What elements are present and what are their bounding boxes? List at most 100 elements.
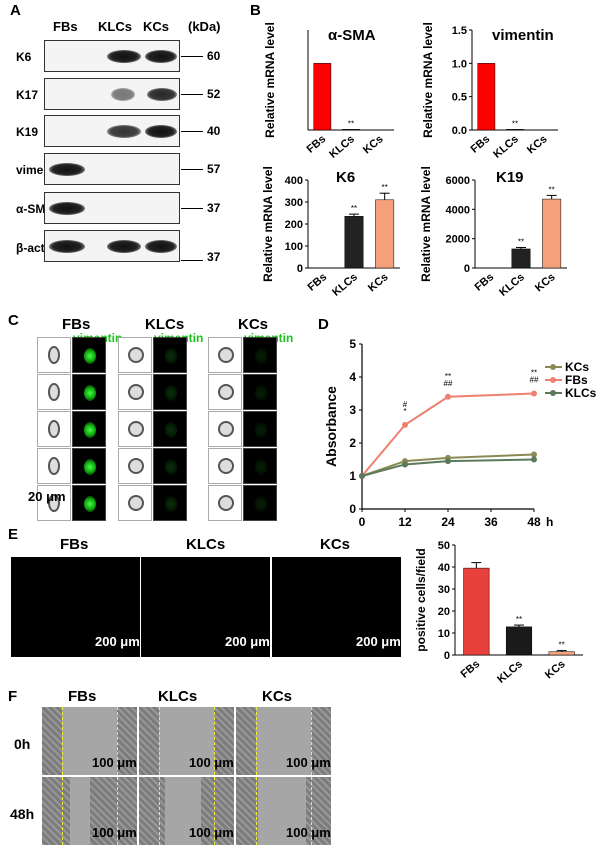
vimentin-fluorescence-image bbox=[153, 374, 187, 410]
brightfield-cell-image bbox=[118, 485, 152, 521]
data-point bbox=[445, 458, 451, 465]
blot-kda-header: (kDa) bbox=[188, 19, 221, 34]
blot-kda-value: 57 bbox=[207, 162, 221, 176]
significance-marker: ## bbox=[444, 379, 453, 388]
chart-title: α-SMA bbox=[328, 27, 376, 44]
panel-f-time-0h: 0h bbox=[14, 736, 31, 752]
vimentin-fluorescence-image bbox=[153, 411, 187, 447]
bar bbox=[548, 651, 575, 656]
vimentin-fluorescence-image bbox=[153, 448, 187, 484]
y-axis-label: Relative mRNA level bbox=[263, 22, 277, 138]
blot-strip-bactin bbox=[44, 230, 180, 262]
blot-row-label: K19 bbox=[16, 125, 39, 139]
vimentin-fluorescence-image bbox=[72, 411, 106, 447]
panel-label-f: F bbox=[8, 688, 18, 705]
panel-e-group-klcs: KLCs bbox=[186, 536, 226, 553]
brightfield-cell-image bbox=[118, 374, 152, 410]
vimentin-fluorescence-image bbox=[243, 337, 277, 373]
bar bbox=[463, 567, 490, 656]
panel-e-group-kcs: KCs bbox=[320, 536, 351, 553]
y-tick-label: 1 bbox=[349, 469, 356, 483]
blot-strip-k17 bbox=[44, 78, 180, 110]
y-axis-label: Relative mRNA level bbox=[419, 166, 433, 282]
y-tick-label: 20 bbox=[438, 606, 450, 618]
x-tick-label: FBs bbox=[473, 271, 497, 294]
chart-title: vimentin bbox=[492, 27, 554, 44]
x-tick-label: 48 bbox=[527, 515, 541, 529]
vimentin-fluorescence-image bbox=[153, 337, 187, 373]
panel-f-scale: 100 μm bbox=[189, 755, 234, 770]
panel-label-a: A bbox=[10, 2, 21, 19]
panel-label-b: B bbox=[250, 2, 261, 19]
significance-marker: # bbox=[403, 400, 408, 409]
legend-marker bbox=[550, 364, 556, 370]
x-tick-label: KLCs bbox=[491, 133, 521, 161]
y-tick-label: 3 bbox=[349, 403, 356, 417]
x-tick-label: FBs bbox=[305, 133, 329, 156]
wound-image: 100 μm bbox=[236, 777, 331, 845]
y-tick-label: 6000 bbox=[446, 175, 470, 187]
blot-marker-tick bbox=[181, 260, 203, 261]
vimentin-fluorescence-image bbox=[243, 411, 277, 447]
blot-marker-tick bbox=[181, 169, 203, 170]
bar bbox=[313, 63, 332, 131]
wound-image: 100 μm bbox=[139, 707, 234, 775]
blot-band bbox=[107, 240, 141, 253]
y-axis-label: positive cells/field bbox=[414, 548, 428, 651]
legend-label: KLCs bbox=[565, 386, 597, 400]
blot-kda-value: 40 bbox=[207, 124, 221, 138]
panel-c-scale: 20 μm bbox=[28, 489, 66, 504]
x-tick-label: FBs bbox=[469, 133, 493, 156]
legend-label: FBs bbox=[565, 373, 588, 387]
panel-f-scale: 100 μm bbox=[286, 825, 331, 840]
data-point bbox=[402, 461, 408, 468]
blot-column-kcs: KCs bbox=[143, 19, 170, 34]
x-tick-label: KCs bbox=[366, 271, 391, 294]
significance-marker: ** bbox=[351, 204, 357, 213]
chart-title: K19 bbox=[496, 169, 524, 186]
bar bbox=[342, 129, 360, 131]
y-tick-label: 0 bbox=[444, 650, 450, 662]
panel-e-scale: 200 μm bbox=[356, 634, 401, 649]
brightfield-cell-image bbox=[118, 337, 152, 373]
panel-f-scale: 100 μm bbox=[92, 825, 137, 840]
significance-marker: ** bbox=[531, 369, 537, 378]
x-tick-label: KCs bbox=[543, 658, 568, 681]
fluorescence-field-klcs: 200 μm bbox=[141, 557, 270, 657]
data-point bbox=[531, 390, 537, 397]
bar bbox=[477, 63, 496, 131]
blot-band bbox=[147, 88, 177, 101]
blot-row-label: K17 bbox=[16, 88, 39, 102]
brightfield-cell-image bbox=[37, 374, 71, 410]
wound-image: 100 μm bbox=[42, 777, 137, 845]
x-tick-label: KLCs bbox=[330, 271, 360, 299]
panel-f-time-48h: 48h bbox=[10, 806, 35, 822]
vimentin-fluorescence-image bbox=[153, 485, 187, 521]
legend-label: KCs bbox=[565, 360, 589, 374]
blot-band bbox=[145, 50, 177, 63]
panel-e-scale: 200 μm bbox=[225, 634, 270, 649]
significance-marker: ## bbox=[530, 376, 539, 385]
y-axis-label: Absorbance bbox=[323, 386, 339, 467]
y-tick-label: 2 bbox=[349, 436, 356, 450]
significance-marker: ** bbox=[382, 183, 388, 192]
blot-band bbox=[107, 125, 141, 138]
y-tick-label: 1.0 bbox=[452, 58, 467, 70]
blot-marker-tick bbox=[181, 131, 203, 132]
blot-row-label: K6 bbox=[16, 50, 32, 64]
data-point bbox=[402, 421, 408, 428]
blot-marker-tick bbox=[181, 56, 203, 57]
blot-kda-value: 37 bbox=[207, 201, 221, 215]
x-tick-label: KLCs bbox=[495, 658, 525, 686]
series-line bbox=[361, 453, 535, 477]
wound-image: 100 μm bbox=[42, 707, 137, 775]
brightfield-cell-image bbox=[208, 337, 242, 373]
x-axis-unit: h bbox=[546, 515, 553, 529]
series-line bbox=[361, 458, 535, 477]
significance-marker: ** bbox=[445, 372, 451, 381]
significance-marker: ** bbox=[549, 185, 555, 194]
brightfield-cell-image bbox=[37, 337, 71, 373]
y-tick-label: 0 bbox=[297, 263, 303, 275]
x-tick-label: FBs bbox=[306, 271, 330, 294]
y-tick-label: 400 bbox=[285, 175, 303, 187]
